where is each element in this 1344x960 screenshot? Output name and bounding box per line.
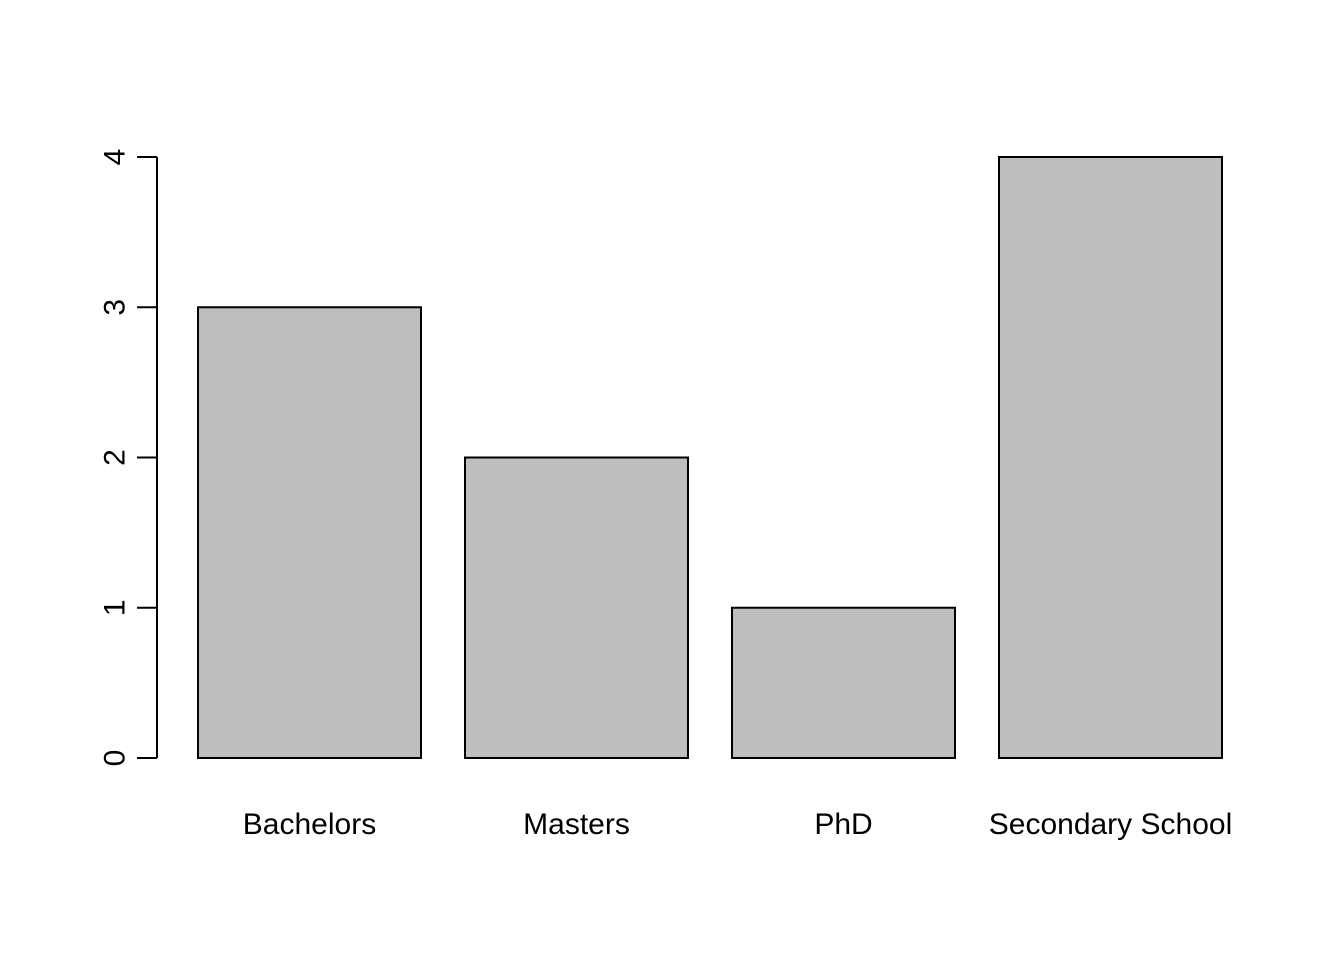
bar — [998, 156, 1223, 759]
y-tick-label: 4 — [99, 149, 132, 166]
x-tick-label: Bachelors — [243, 808, 376, 841]
x-tick-label: PhD — [814, 808, 872, 841]
bar — [464, 456, 689, 759]
y-tick-label: 1 — [99, 599, 132, 616]
y-axis: 0 1 2 3 4 — [99, 149, 158, 767]
y-tick-label: 3 — [99, 299, 132, 316]
bars — [197, 156, 1223, 759]
x-axis-labels: Bachelors Masters PhD Secondary School — [243, 808, 1232, 841]
bar — [197, 306, 422, 759]
y-tick-label: 2 — [99, 449, 132, 466]
x-tick-label: Secondary School — [989, 808, 1233, 841]
bar — [731, 606, 956, 759]
y-tick-label: 0 — [99, 750, 132, 767]
x-tick-label: Masters — [523, 808, 630, 841]
